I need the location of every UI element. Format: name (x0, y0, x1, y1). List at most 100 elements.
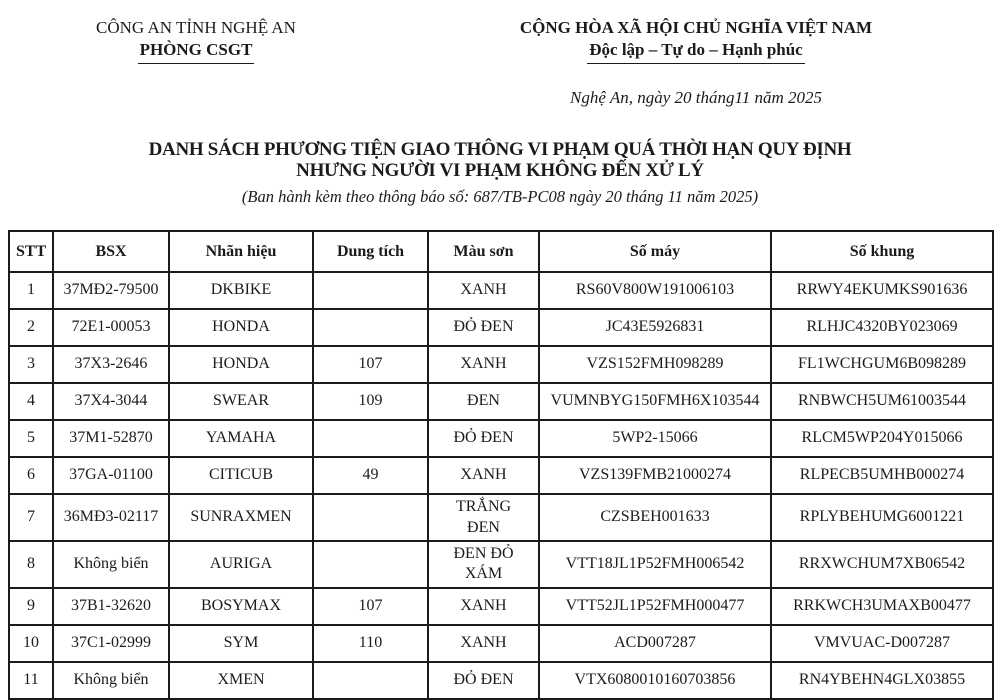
table-cell (312, 419, 429, 459)
table-cell: 107 (312, 345, 429, 385)
table-cell: VMVUAC-D007287 (770, 623, 994, 663)
place-date-line: Nghệ An, ngày 20 tháng11 năm 2025 (570, 87, 822, 107)
table-cell: 1 (8, 271, 54, 311)
table-row: 10 37C1-02999 SYM 110 XANH ACD007287 VMVUAC-D0… (8, 623, 994, 663)
table-cell: RPLYBEHUMG6001221 (770, 493, 994, 542)
table-cell: 37C1-02999 (52, 623, 170, 663)
table-row: 2 72E1-00053 HONDA ĐỎ ĐEN JC43E5926831 RLHJC4… (8, 308, 994, 348)
table-cell: 36MĐ3-02117 (52, 493, 170, 542)
table-cell: 10 (8, 623, 54, 663)
table-cell: XANH (427, 586, 540, 626)
table-cell: 2 (8, 308, 54, 348)
table-cell: VTT18JL1P52FMH006542 (538, 539, 772, 589)
table-cell: DKBIKE (168, 271, 314, 311)
national-title: CỘNG HÒA XÃ HỘI CHỦ NGHĨA VIỆT NAM (519, 18, 873, 37)
document-subtitle: (Ban hành kèm theo thông báo số: 687/TB-… (241, 187, 759, 207)
column-header-nhan-hieu: Nhãn hiệu (168, 230, 314, 274)
table-cell: FL1WCHGUM6B098289 (770, 345, 994, 385)
national-header-block: CỘNG HÒA XÃ HỘI CHỦ NGHĨA VIỆT NAM Độc l… (392, 17, 1000, 109)
table-cell (312, 308, 429, 348)
agency-unit-name: PHÒNG CSGT (0, 39, 392, 64)
table-cell: AURIGA (168, 539, 314, 589)
table-cell: 4 (8, 382, 54, 422)
column-header-stt: STT (8, 230, 54, 274)
column-header-so-may: Số máy (538, 230, 772, 274)
table-cell (312, 539, 429, 589)
table-cell: 5WP2-15066 (538, 419, 772, 459)
table-cell (312, 271, 429, 311)
table-body: 1 37MĐ2-79500 DKBIKE XANH RS60V800W191006103… (8, 271, 994, 700)
table-cell: 5 (8, 419, 54, 459)
table-cell: HONDA (168, 345, 314, 385)
table-cell: 37MĐ2-79500 (52, 271, 170, 311)
table-cell: RS60V800W191006103 (538, 271, 772, 311)
table-cell: TRẮNG ĐEN (427, 493, 540, 542)
table-cell: 8 (8, 539, 54, 589)
table-cell: RLPECB5UMHB000274 (770, 456, 994, 496)
table-cell: VTT52JL1P52FMH000477 (538, 586, 772, 626)
table-row: 7 36MĐ3-02117 SUNRAXMEN TRẮNG ĐEN CZSBEH0016… (8, 493, 994, 542)
table-header-row: STT BSX Nhãn hiệu Dung tích Màu sơn Số m… (8, 230, 994, 274)
table-cell: Không biển (52, 660, 170, 700)
table-cell: 37GA-01100 (52, 456, 170, 496)
table-cell: ĐỎ ĐEN (427, 660, 540, 700)
agency-unit-label: PHÒNG CSGT (137, 40, 255, 64)
table-cell: RLCM5WP204Y015066 (770, 419, 994, 459)
agency-parent-name: CÔNG AN TỈNH NGHỆ AN (96, 18, 296, 37)
vehicle-table: STT BSX Nhãn hiệu Dung tích Màu sơn Số m… (8, 230, 994, 700)
document-header: CÔNG AN TỈNH NGHỆ AN PHÒNG CSGT CỘNG HÒA… (0, 0, 1000, 109)
agency-block: CÔNG AN TỈNH NGHỆ AN PHÒNG CSGT (0, 17, 392, 109)
table-cell: XMEN (168, 660, 314, 700)
table-cell: 37B1-32620 (52, 586, 170, 626)
table-cell (312, 660, 429, 700)
table-cell: 49 (312, 456, 429, 496)
table-cell: BOSYMAX (168, 586, 314, 626)
table-cell: 110 (312, 623, 429, 663)
table-cell: RRXWCHUM7XB06542 (770, 539, 994, 589)
table-row: 8 Không biển AURIGA ĐEN ĐỎ XÁM VTT18JL1P52FM… (8, 539, 994, 589)
table-cell: 109 (312, 382, 429, 422)
table-cell: 37X4-3044 (52, 382, 170, 422)
table-cell: 11 (8, 660, 54, 700)
table-cell (312, 493, 429, 542)
table-row: 6 37GA-01100 CITICUB 49 XANH VZS139FMB2100027… (8, 456, 994, 496)
table-cell: VTX6080010160703856 (538, 660, 772, 700)
table-cell: HONDA (168, 308, 314, 348)
table-row: 9 37B1-32620 BOSYMAX 107 XANH VTT52JL1P52FMH0… (8, 586, 994, 626)
table-cell: SUNRAXMEN (168, 493, 314, 542)
column-header-mau-son: Màu sơn (427, 230, 540, 274)
table-cell: VZS152FMH098289 (538, 345, 772, 385)
table-cell: ĐEN ĐỎ XÁM (427, 539, 540, 589)
table-cell: SYM (168, 623, 314, 663)
table-cell: CITICUB (168, 456, 314, 496)
document-title-line2: NHƯNG NGƯỜI VI PHẠM KHÔNG ĐẾN XỬ LÝ (296, 160, 704, 182)
title-block: DANH SÁCH PHƯƠNG TIỆN GIAO THÔNG VI PHẠM… (0, 139, 1000, 207)
table-cell: XANH (427, 623, 540, 663)
table-row: 5 37M1-52870 YAMAHA ĐỎ ĐEN 5WP2-15066 RLCM5WP… (8, 419, 994, 459)
table-cell: RRKWCH3UMAXB00477 (770, 586, 994, 626)
table-cell: YAMAHA (168, 419, 314, 459)
column-header-dung-tich: Dung tích (312, 230, 429, 274)
table-row: 3 37X3-2646 HONDA 107 XANH VZS152FMH098289 FL1… (8, 345, 994, 385)
table-cell: SWEAR (168, 382, 314, 422)
table-cell: XANH (427, 456, 540, 496)
table-cell: 37M1-52870 (52, 419, 170, 459)
table-cell: ACD007287 (538, 623, 772, 663)
table-cell: ĐỎ ĐEN (427, 419, 540, 459)
table-cell: VUMNBYG150FMH6X103544 (538, 382, 772, 422)
table-cell: ĐỎ ĐEN (427, 308, 540, 348)
table-cell: 9 (8, 586, 54, 626)
table-cell: JC43E5926831 (538, 308, 772, 348)
table-cell: Không biển (52, 539, 170, 589)
table-row: 11 Không biển XMEN ĐỎ ĐEN VTX608001016070385… (8, 660, 994, 700)
national-motto-label: Độc lập – Tự do – Hạnh phúc (587, 40, 805, 64)
table-cell: CZSBEH001633 (538, 493, 772, 542)
table-cell: RN4YBEHN4GLX03855 (770, 660, 994, 700)
table-cell: 107 (312, 586, 429, 626)
table-cell: RNBWCH5UM61003544 (770, 382, 994, 422)
table-cell: ĐEN (427, 382, 540, 422)
table-cell: RLHJC4320BY023069 (770, 308, 994, 348)
table-cell: 6 (8, 456, 54, 496)
table-cell: 37X3-2646 (52, 345, 170, 385)
